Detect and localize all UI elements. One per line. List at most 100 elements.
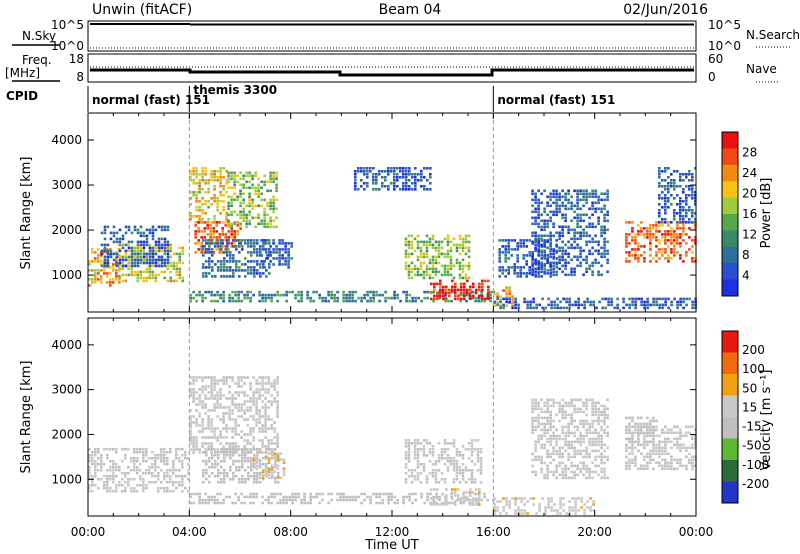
power-region-16 — [658, 167, 697, 224]
nsky-traces — [90, 24, 694, 48]
power-colorbar-label: Power [dB] — [759, 178, 774, 249]
velocity-colorbar-swatch — [722, 331, 738, 353]
velocity-colorbar-tick-label: 15 — [742, 400, 757, 414]
power-colorbar: 28 24 20 16 12 8 4 — [722, 132, 757, 297]
power-colorbar-tick-label: 20 — [742, 187, 757, 201]
nsky-tick-bottom: 10^0 — [51, 39, 84, 53]
cpid-label: CPID — [6, 89, 38, 103]
velocity-colorbar-swatch — [722, 482, 738, 504]
y-tick-label: 3000 — [51, 383, 82, 397]
nsky-tick-top: 10^5 — [51, 18, 84, 32]
y-tick-label: 3000 — [51, 178, 82, 192]
velocity-colorbar-swatch — [722, 460, 738, 482]
power-ylabel: Slant Range [km] — [19, 157, 34, 270]
power-region-2 — [101, 226, 170, 268]
power-region-3 — [189, 167, 228, 224]
velocity-region-0 — [88, 448, 190, 493]
power-colorbar-tick-label: 24 — [742, 166, 757, 180]
velocity-region-10 — [625, 417, 658, 444]
power-colorbar-tick-label: 4 — [742, 269, 750, 283]
freq-label-2: [MHz] — [5, 66, 40, 80]
velocity-region-4 — [189, 493, 495, 505]
cpid-mode-2: normal (fast) 151 — [497, 93, 615, 107]
power-colorbar-swatch — [722, 230, 738, 247]
power-axes: 1000 2000 3000 4000 — [51, 113, 696, 312]
y-tick-label: 4000 — [51, 338, 82, 352]
station-title: Unwin (fitACF) — [92, 2, 192, 18]
cpid-mode-1: themis 3300 — [193, 83, 277, 97]
x-tick-label: 04:00 — [172, 525, 207, 539]
x-tick-label: 16:00 — [476, 525, 511, 539]
date-title: 02/Jun/2016 — [623, 2, 708, 18]
x-axis-label: Time UT — [364, 538, 418, 553]
velocity-colorbar-swatch — [722, 374, 738, 396]
power-region-6 — [202, 239, 271, 278]
nave-label: Nave — [746, 62, 777, 76]
cpid-mode-0: normal (fast) 151 — [92, 93, 210, 107]
nave-tick-bottom: 0 — [708, 70, 716, 84]
beam-title: Beam 04 — [379, 2, 442, 18]
power-region-11 — [354, 167, 432, 191]
power-panel: 1000 2000 3000 4000 Slant Range [km] — [19, 113, 697, 312]
freq-label-1: Freq. — [22, 53, 52, 67]
velocity-colorbar-swatch — [722, 439, 738, 461]
power-colorbar-swatch — [722, 148, 738, 165]
y-tick-label: 1000 — [51, 472, 82, 486]
x-tick-labels: 00:00 04:00 08:00 12:00 16:00 20:00 00:00 — [71, 525, 714, 539]
velocity-colorbar-tick-label: 200 — [742, 343, 765, 357]
velocity-panel: 1000 2000 3000 4000 Slant Range [km] — [19, 318, 697, 516]
power-colorbar-tick-label: 8 — [742, 248, 750, 262]
x-tick-label: 12:00 — [375, 525, 410, 539]
power-colorbar-swatch — [722, 165, 738, 182]
nsearch-label: N.Search — [746, 28, 800, 42]
velocity-region-9 — [625, 426, 697, 471]
power-region-7 — [260, 239, 293, 269]
x-tick-label: 20:00 — [577, 525, 612, 539]
nsearch-tick-bottom: 10^0 — [708, 39, 741, 53]
power-region-15 — [625, 221, 697, 263]
power-colorbar-tick-label: 12 — [742, 228, 757, 242]
velocity-ylabel: Slant Range [km] — [19, 361, 34, 474]
velocity-colorbar-tick-label: 50 — [742, 381, 757, 395]
power-heatmap — [88, 167, 697, 309]
nave-tick-top: 60 — [708, 52, 723, 66]
power-colorbar-tick-label: 16 — [742, 207, 757, 221]
power-colorbar-swatch — [722, 247, 738, 264]
velocity-region-8 — [493, 497, 595, 515]
velocity-region-7 — [531, 399, 609, 480]
x-tick-label: 00:00 — [679, 525, 714, 539]
y-tick-label: 2000 — [51, 427, 82, 441]
freq-tick-bottom: 8 — [76, 70, 84, 84]
velocity-region-5 — [405, 439, 483, 484]
velocity-colorbar-label: Velocity [m s⁻¹] — [759, 370, 774, 471]
y-tick-label: 2000 — [51, 223, 82, 237]
y-tick-label: 1000 — [51, 268, 82, 282]
power-panel-frame — [88, 113, 696, 312]
power-colorbar-swatch — [722, 280, 738, 297]
power-region-4 — [194, 221, 242, 254]
x-tick-label: 08:00 — [273, 525, 308, 539]
y-tick-label: 4000 — [51, 133, 82, 147]
velocity-region-1 — [189, 376, 279, 454]
velocity-region-3 — [253, 452, 286, 479]
freq-panel-frame — [88, 54, 696, 82]
velocity-colorbar-tick-label: -200 — [742, 477, 769, 491]
power-region-5 — [227, 172, 278, 229]
velocity-colorbar-swatch — [722, 353, 738, 375]
power-colorbar-tick-label: 28 — [742, 146, 757, 160]
velocity-colorbar-swatch — [722, 396, 738, 418]
nsearch-tick-top: 10^5 — [708, 18, 741, 32]
velocity-heatmap — [88, 376, 697, 515]
power-region-9 — [405, 235, 471, 280]
power-colorbar-swatch — [722, 214, 738, 231]
freq-traces — [90, 67, 694, 75]
velocity-colorbar-swatch — [722, 417, 738, 439]
power-region-13 — [498, 239, 558, 278]
power-colorbar-swatch — [722, 263, 738, 280]
freq-tick-top: 18 — [69, 52, 84, 66]
power-colorbar-swatch — [722, 198, 738, 215]
x-tick-label: 00:00 — [71, 525, 106, 539]
power-colorbar-swatch — [722, 132, 738, 149]
